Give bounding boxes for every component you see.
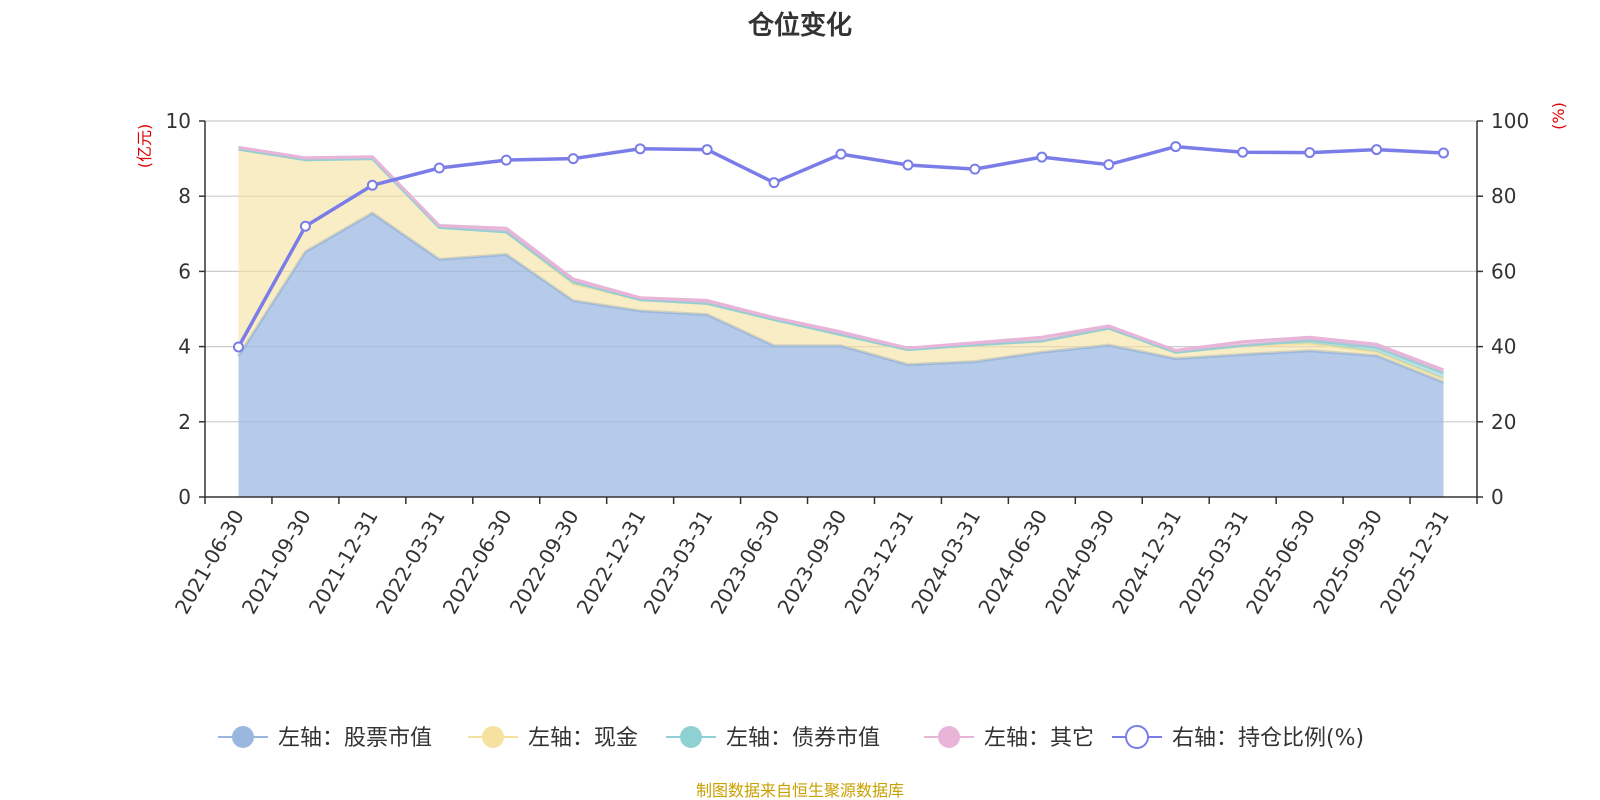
legend-label: 左轴：债券市值 bbox=[726, 726, 880, 751]
left-axis-unit: (亿元) bbox=[135, 124, 154, 169]
x-tick-label: 2024-09-30 bbox=[1040, 506, 1119, 619]
legend-item: 左轴：股票市值 bbox=[218, 726, 432, 751]
left-tick-label: 0 bbox=[178, 485, 191, 509]
ratio-point bbox=[969, 163, 981, 175]
legend-marker bbox=[1125, 725, 1149, 749]
right-tick-label: 0 bbox=[1491, 485, 1504, 509]
legend-label: 左轴：股票市值 bbox=[278, 726, 432, 751]
legend-label: 左轴：现金 bbox=[528, 726, 638, 751]
ratio-point bbox=[835, 148, 847, 160]
x-tick-label: 2025-03-31 bbox=[1174, 506, 1253, 619]
ratio-point bbox=[768, 177, 780, 189]
legend-label: 右轴：持仓比例(%) bbox=[1172, 726, 1364, 751]
legend-marker bbox=[938, 726, 960, 748]
ratio-point bbox=[232, 341, 244, 353]
left-tick-label: 2 bbox=[178, 410, 191, 434]
x-tick-label: 2024-12-31 bbox=[1107, 506, 1186, 619]
x-tick-label: 2023-06-30 bbox=[705, 506, 784, 619]
x-tick-label: 2021-06-30 bbox=[170, 506, 249, 619]
ratio-point bbox=[1036, 151, 1048, 163]
ratio-point bbox=[902, 159, 914, 171]
legend-label: 左轴：其它 bbox=[984, 726, 1094, 751]
area-edge-series-3 bbox=[238, 145, 1445, 372]
x-tick-label: 2024-06-30 bbox=[973, 506, 1052, 619]
legend-marker bbox=[680, 726, 702, 748]
x-tick-label: 2022-06-30 bbox=[438, 506, 517, 619]
x-tick-label: 2022-03-31 bbox=[371, 506, 450, 619]
ratio-point bbox=[1438, 147, 1450, 159]
ratio-line-layer bbox=[232, 141, 1450, 353]
left-tick-label: 4 bbox=[178, 335, 191, 359]
ratio-point bbox=[366, 179, 378, 191]
ratio-point bbox=[1170, 141, 1182, 153]
ratio-point bbox=[1103, 159, 1115, 171]
legend-item: 左轴：现金 bbox=[468, 726, 638, 751]
legend-item: 左轴：债券市值 bbox=[666, 726, 880, 751]
right-tick-label: 60 bbox=[1491, 259, 1516, 283]
left-tick-label: 10 bbox=[166, 109, 191, 133]
x-tick-label: 2025-09-30 bbox=[1308, 506, 1387, 619]
x-tick-label: 2023-03-31 bbox=[639, 506, 718, 619]
right-tick-label: 100 bbox=[1491, 109, 1529, 133]
area-series-0 bbox=[238, 213, 1444, 497]
left-tick-label: 6 bbox=[178, 259, 191, 283]
left-tick-label: 8 bbox=[178, 184, 191, 208]
x-tick-label: 2021-09-30 bbox=[237, 506, 316, 619]
ratio-point bbox=[634, 143, 646, 155]
right-tick-label: 40 bbox=[1491, 335, 1516, 359]
chart-title: 仓位变化 bbox=[747, 10, 852, 41]
right-tick-label: 80 bbox=[1491, 184, 1516, 208]
x-tick-label: 2022-12-31 bbox=[572, 506, 651, 619]
x-tick-label: 2023-09-30 bbox=[772, 506, 851, 619]
x-tick-label: 2022-09-30 bbox=[505, 506, 584, 619]
ratio-point bbox=[433, 162, 445, 174]
right-axis-unit: (%) bbox=[1549, 102, 1568, 130]
legend-item: 右轴：持仓比例(%) bbox=[1112, 725, 1364, 751]
legend-marker bbox=[482, 726, 504, 748]
right-tick-label: 20 bbox=[1491, 410, 1516, 434]
ratio-point bbox=[1371, 144, 1383, 156]
source-note: 制图数据来自恒生聚源数据库 bbox=[696, 781, 904, 800]
ratio-point bbox=[1237, 146, 1249, 158]
x-tick-label: 2025-12-31 bbox=[1375, 506, 1454, 619]
x-tick-label: 2023-12-31 bbox=[839, 506, 918, 619]
ratio-point bbox=[500, 154, 512, 166]
x-tick-label: 2021-12-31 bbox=[304, 506, 383, 619]
legend-marker bbox=[232, 726, 254, 748]
ratio-point bbox=[567, 153, 579, 165]
x-tick-label: 2025-06-30 bbox=[1241, 506, 1320, 619]
ratio-point bbox=[299, 220, 311, 232]
ratio-point bbox=[1304, 147, 1316, 159]
x-tick-label: 2024-03-31 bbox=[906, 506, 985, 619]
legend: 左轴：股票市值 左轴：现金 左轴：债券市值 左轴：其它 右轴：持仓比例(%) bbox=[218, 725, 1364, 751]
ratio-point bbox=[701, 144, 713, 156]
legend-item: 左轴：其它 bbox=[924, 726, 1094, 751]
plot-areas bbox=[237, 145, 1445, 497]
